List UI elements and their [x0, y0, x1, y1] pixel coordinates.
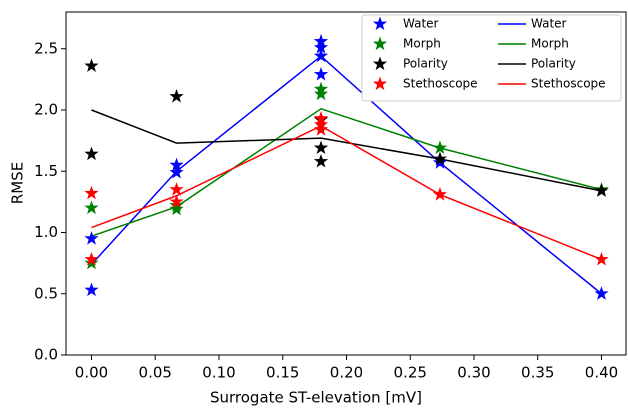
star-marker: [313, 86, 329, 101]
star-marker: [594, 286, 609, 300]
star-marker: [432, 140, 448, 155]
x-tick-label: 0.00: [75, 364, 108, 382]
legend-label: Water: [531, 17, 567, 31]
star-marker: [432, 187, 448, 201]
star-marker: [84, 251, 99, 266]
star-marker: [169, 194, 184, 208]
star-marker: [313, 66, 329, 81]
star-marker: [594, 251, 609, 266]
legend-label: Morph: [531, 37, 569, 51]
star-marker: [84, 58, 99, 72]
star-marker: [84, 146, 99, 161]
x-tick-label: 0.05: [139, 364, 172, 382]
x-tick-label: 0.30: [457, 364, 490, 382]
x-axis-label: Surrogate ST-elevation [mV]: [210, 389, 422, 407]
star-marker: [84, 200, 99, 215]
star-marker: [169, 164, 184, 179]
star-marker: [313, 153, 329, 168]
y-tick-label: 2.5: [34, 39, 58, 57]
legend-marker: [372, 56, 388, 71]
y-tick-label: 2.0: [34, 101, 58, 119]
star-marker: [313, 140, 329, 155]
y-tick-label: 0.0: [34, 346, 58, 364]
legend-label: Morph: [403, 37, 441, 51]
y-tick-label: 1.5: [34, 162, 58, 180]
legend-label: Water: [403, 17, 439, 31]
legend-box: [361, 14, 622, 102]
x-tick-label: 0.20: [330, 364, 363, 382]
legend-label: Polarity: [403, 57, 448, 71]
legend-label: Stethoscope: [531, 77, 606, 91]
x-tick-label: 0.25: [394, 364, 427, 382]
y-tick-label: 1.0: [34, 223, 58, 241]
star-marker: [594, 183, 609, 197]
x-tick-label: 0.10: [202, 364, 235, 382]
x-tick-label: 0.40: [585, 364, 618, 382]
series-line: [91, 109, 602, 192]
x-tick-label: 0.15: [266, 364, 299, 382]
star-marker: [313, 48, 329, 63]
y-tick-label: 0.5: [34, 284, 58, 302]
star-marker: [169, 157, 184, 172]
legend-marker: [372, 16, 388, 31]
plot-frame: [65, 11, 627, 356]
series-line: [91, 125, 602, 261]
legend-marker: [372, 76, 388, 91]
x-tick-label: 0.35: [521, 364, 554, 382]
star-marker: [313, 122, 329, 136]
star-marker: [84, 231, 99, 245]
star-marker: [84, 282, 99, 297]
legend-label: Polarity: [531, 57, 576, 71]
star-marker: [84, 185, 99, 200]
y-axis-label: RMSE: [9, 162, 27, 204]
star-marker: [313, 40, 329, 54]
legend-marker: [372, 36, 388, 51]
star-marker: [169, 182, 184, 196]
legend-label: Stethoscope: [403, 77, 478, 91]
star-marker: [169, 89, 184, 103]
star-marker: [432, 151, 448, 166]
series-line: [91, 107, 602, 237]
